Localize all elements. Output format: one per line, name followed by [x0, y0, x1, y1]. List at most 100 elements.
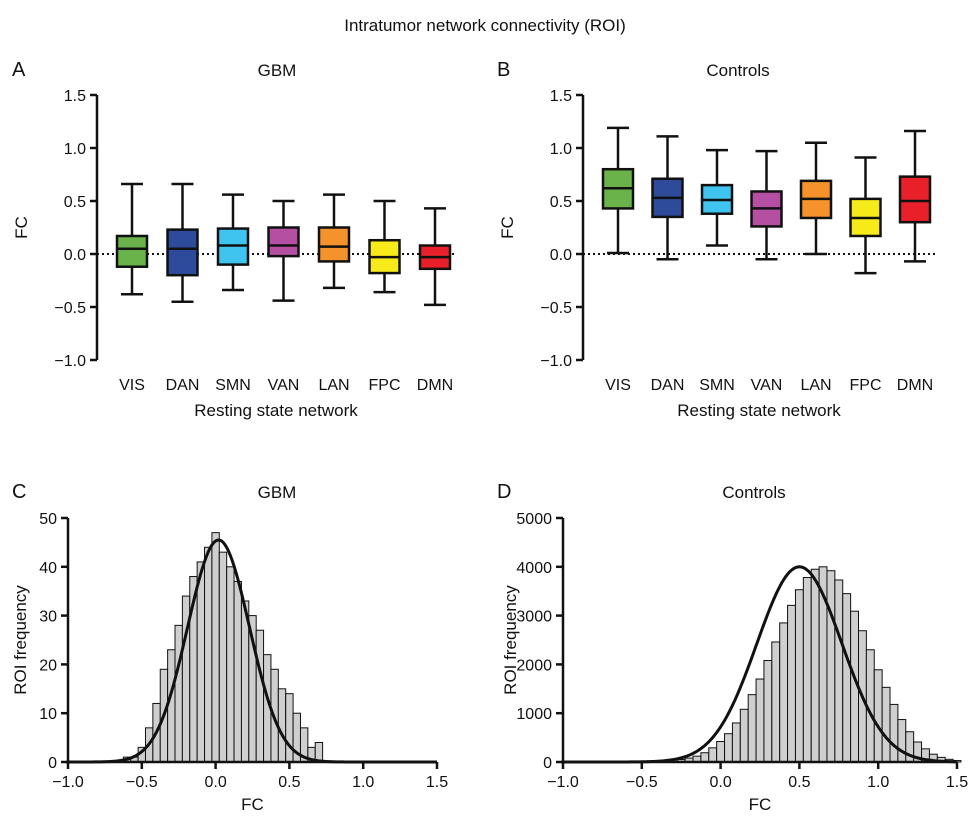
histogram-bar	[794, 589, 804, 763]
histogram-bar	[771, 641, 781, 763]
y-tick-label: 5000	[516, 511, 552, 528]
x-category-label-fpc: FPC	[369, 377, 401, 394]
histogram-bar	[739, 708, 749, 763]
histogram-bar	[724, 733, 733, 763]
histogram-bar	[174, 624, 183, 763]
panel-a: A GBM −1.0 −0.5 0.0 0.5 1.0 1.5 FC VIS DAN SMN VAN…	[12, 59, 455, 420]
x-tick-label: −0.5	[126, 774, 158, 791]
histogram-bar	[218, 551, 228, 763]
histogram-bar	[747, 694, 757, 763]
panel-letter-b: B	[497, 59, 510, 81]
x-category-label-smn: SMN	[215, 377, 251, 394]
y-tick-label: 1.5	[550, 88, 572, 105]
y-axis-title: FC	[498, 216, 517, 239]
histogram-bar	[763, 659, 773, 763]
panel-a-plot: −1.0 −0.5 0.0 0.5 1.0 1.5 FC VIS DAN SMN VAN LAN FPC…	[12, 88, 455, 420]
y-tick-label: 0.0	[64, 247, 86, 264]
y-tick-label: 30	[39, 609, 57, 626]
histogram-bar	[708, 747, 718, 763]
y-tick-label: 20	[39, 657, 57, 674]
histogram-bar	[755, 678, 765, 763]
box-vis	[115, 234, 149, 268]
x-category-label-dmn: DMN	[417, 377, 453, 394]
histogram-bar	[204, 546, 213, 763]
figure-title: Intratumor network connectivity (ROI)	[344, 16, 626, 35]
x-category-label-smn: SMN	[699, 377, 735, 394]
box-dmn	[898, 175, 932, 224]
x-axis-title: Resting state network	[194, 401, 358, 420]
box-lan	[317, 226, 351, 263]
histogram-bar	[787, 604, 796, 763]
x-tick-label: −1.0	[52, 774, 84, 791]
panel-a-title: GBM	[258, 61, 297, 80]
x-tick-label: 0.0	[709, 774, 731, 791]
panel-b: B Controls −1.0 −0.5 0.0 0.5 1.0 1.5 FC VIS DAN S…	[497, 59, 935, 420]
x-tick-label: 1.5	[426, 774, 448, 791]
panel-letter-c: C	[12, 481, 26, 503]
panel-c-title: GBM	[258, 483, 297, 502]
panel-b-title: Controls	[706, 61, 769, 80]
histogram-bar	[700, 752, 710, 763]
panel-c: C GBM 0 10 20 30 40 50 −1.0 −0.5 0.0 0.5 1.0 1.5 FC R…	[11, 481, 448, 814]
histogram-bar	[731, 722, 741, 763]
box-van	[267, 226, 300, 258]
y-tick-label: 2000	[516, 657, 552, 674]
x-axis-title: Resting state network	[677, 401, 841, 420]
histogram-bar	[167, 649, 176, 763]
histogram-bar	[810, 568, 820, 763]
histogram-bar	[211, 532, 220, 763]
y-tick-label: −1.0	[54, 353, 86, 370]
panel-c-plot: 0 10 20 30 40 50 −1.0 −0.5 0.0 0.5 1.0 1.5 FC ROI fre…	[11, 511, 448, 814]
histogram-bar	[277, 688, 287, 763]
y-tick-label: 1.0	[64, 141, 86, 158]
panel-letter-d: D	[497, 481, 511, 503]
y-tick-label: 1000	[516, 706, 552, 723]
x-category-label-van: VAN	[268, 377, 300, 394]
y-axis-title: ROI frequency	[11, 585, 30, 695]
histogram-bar	[802, 577, 812, 763]
x-category-label-dan: DAN	[651, 377, 685, 394]
histogram-bar	[889, 703, 899, 763]
x-tick-label: −0.5	[626, 774, 658, 791]
y-tick-label: 50	[39, 511, 57, 528]
y-tick-label: 3000	[516, 609, 552, 626]
panel-d-title: Controls	[722, 483, 785, 502]
x-category-label-dan: DAN	[166, 377, 200, 394]
x-category-label-dmn: DMN	[897, 377, 933, 394]
panel-d-plot: 0 1000 2000 3000 4000 5000 −1.0 −0.5 0.0 0.5 1.0 1.…	[501, 511, 968, 814]
x-category-label-vis: VIS	[605, 377, 631, 394]
y-tick-label: 4000	[516, 560, 552, 577]
y-tick-label: −0.5	[54, 300, 86, 317]
y-tick-label: 0	[48, 755, 57, 772]
y-tick-label: 40	[39, 560, 57, 577]
box-dan	[166, 228, 199, 277]
y-axis-title: ROI frequency	[501, 585, 520, 695]
x-tick-label: 1.0	[352, 774, 374, 791]
x-tick-label: 1.5	[946, 774, 968, 791]
y-tick-label: 10	[39, 706, 57, 723]
histogram-bar	[285, 693, 294, 763]
panel-d: D Controls 0 1000 2000 3000 4000 5000 −1.0 −0.5…	[497, 481, 968, 814]
panel-b-plot: −1.0 −0.5 0.0 0.5 1.0 1.5 FC VIS DAN SMN VAN LAN FPC…	[498, 88, 935, 420]
x-tick-label: 1.0	[867, 774, 889, 791]
histogram-bar	[842, 593, 852, 763]
y-tick-label: −0.5	[540, 300, 572, 317]
y-tick-label: 0	[543, 755, 552, 772]
histogram-bar	[873, 669, 883, 763]
y-tick-label: 1.5	[64, 88, 86, 105]
histogram-bar	[233, 580, 242, 763]
x-tick-label: 0.0	[204, 774, 226, 791]
y-tick-label: −1.0	[540, 353, 572, 370]
histogram-bar	[826, 570, 836, 763]
x-category-label-lan: LAN	[800, 377, 831, 394]
y-tick-label: 0.5	[64, 194, 86, 211]
histogram-bar	[897, 719, 907, 763]
y-tick-label: 0.5	[550, 194, 572, 211]
histogram-bar	[779, 622, 789, 763]
histogram-bar	[196, 561, 206, 763]
histogram-bar	[255, 629, 265, 763]
x-tick-label: 0.5	[788, 774, 810, 791]
x-category-label-lan: LAN	[318, 377, 349, 394]
x-axis-title: FC	[241, 795, 264, 814]
x-tick-label: −1.0	[547, 774, 579, 791]
